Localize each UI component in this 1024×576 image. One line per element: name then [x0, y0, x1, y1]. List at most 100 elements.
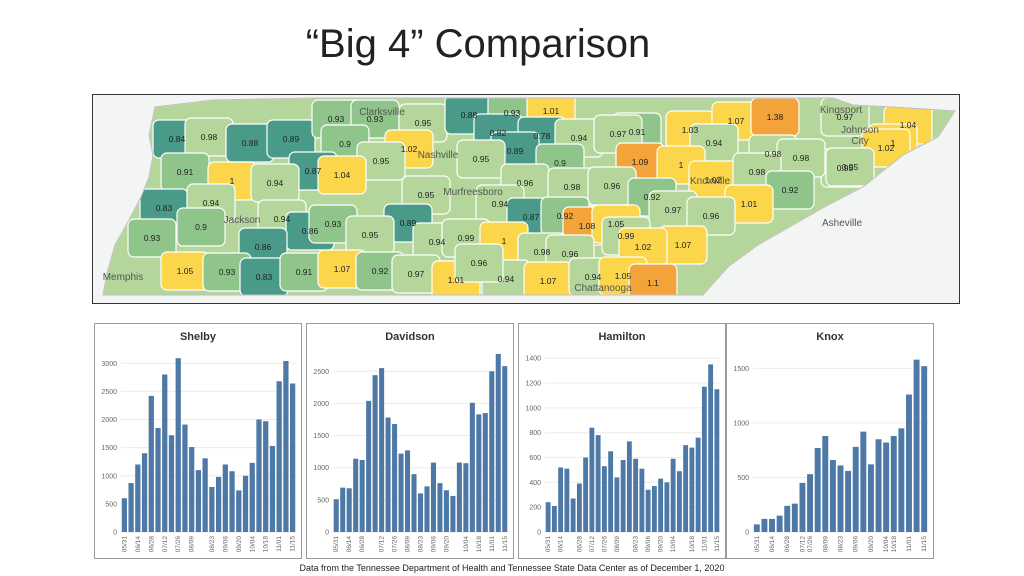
x-tick-label: 10/04: [249, 536, 256, 553]
bar: [372, 375, 378, 532]
x-tick-label: 09/20: [868, 536, 875, 553]
bar: [608, 451, 614, 532]
map-county-value: 1.01: [448, 275, 465, 285]
map-county-value: 0.91: [296, 267, 313, 277]
x-tick-label: 11/15: [921, 536, 928, 552]
bar: [276, 381, 282, 532]
y-tick-label: 2000: [313, 401, 329, 408]
map-county-value: 0.95: [837, 163, 854, 173]
map-county-value: 0.98: [564, 182, 581, 192]
map-county-value: 0.94: [429, 237, 446, 247]
map-county-value: 0.93: [367, 114, 384, 124]
bar: [564, 468, 570, 532]
x-tick-label: 10/18: [476, 536, 483, 553]
y-tick-label: 3000: [101, 361, 117, 368]
map-county-value: 0.95: [415, 118, 432, 128]
x-tick-label: 10/04: [883, 536, 890, 553]
bar-chart-shelby: Shelby 0 500 1000 1500 2000 2500 3000 05/31 06/14…: [101, 331, 296, 553]
bar-chart-davidson: Davidson 0 500 1000 1500 2000 2500 05/31 06/14 06…: [313, 331, 508, 553]
x-tick-label: 08/23: [418, 536, 425, 553]
map-county-value: 0.93: [325, 219, 342, 229]
y-tick-label: 500: [105, 501, 117, 508]
map-county-value: 1.05: [177, 266, 194, 276]
x-tick-label: 09/06: [222, 536, 229, 553]
map-county-value: 0.94: [571, 133, 588, 143]
bar: [482, 413, 488, 532]
bar: [645, 489, 651, 532]
bar: [551, 505, 557, 532]
bar: [189, 447, 195, 532]
bar: [701, 386, 707, 532]
x-tick-label: 11/01: [276, 536, 283, 552]
map-county-value: 0.93: [144, 233, 161, 243]
map-county-value: 0.95: [842, 162, 859, 172]
x-tick-label: 10/18: [689, 536, 696, 553]
bar: [614, 477, 620, 532]
bar: [437, 483, 443, 532]
bar: [595, 435, 601, 532]
x-tick-label: 07/26: [175, 536, 182, 553]
bar: [883, 442, 890, 532]
bar: [450, 496, 456, 532]
x-tick-label: 07/26: [392, 536, 399, 553]
map-county-value: 0.95: [362, 230, 379, 240]
map-city-label: Memphis: [103, 272, 144, 283]
x-tick-label: 07/26: [807, 536, 814, 553]
map-county-value: 1: [891, 138, 896, 148]
map-canvas: 0.84 0.98 0.88 0.89 0.93 0.93 0.95 0.88 0.93 1.01…: [102, 97, 956, 296]
bar: [424, 486, 430, 532]
map-county-value: 0.83: [156, 203, 173, 213]
map-county-value: 0.93: [219, 267, 236, 277]
map-county-value: 0.97: [665, 205, 682, 215]
x-tick-label: 07/12: [162, 536, 169, 553]
map-county-value: 0.91: [177, 167, 194, 177]
bar: [443, 490, 449, 532]
map-county-value: 0.93: [328, 114, 345, 124]
map-county-value: 0.94: [585, 272, 602, 282]
map-city-label: Chattanooga: [574, 283, 632, 294]
bar: [620, 460, 626, 532]
bar: [249, 462, 255, 532]
y-tick-label: 0: [537, 530, 541, 537]
map-county-value: 0.78: [534, 131, 551, 141]
bar: [222, 464, 228, 532]
bar: [236, 490, 242, 532]
map-county-value: 0.94: [274, 214, 291, 224]
x-tick-label: 11/15: [714, 536, 721, 552]
chart-title: Knox: [816, 331, 844, 343]
x-tick-label: 09/20: [658, 536, 665, 553]
bar: [456, 462, 462, 532]
bar: [417, 493, 424, 532]
map-county-value: 0.88: [242, 138, 259, 148]
y-tick-label: 0: [113, 530, 117, 537]
bar: [867, 464, 874, 532]
bar: [168, 435, 175, 532]
bar: [695, 437, 701, 532]
map-county-value: 0.9: [554, 158, 566, 168]
map-county-value: 0.92: [782, 185, 799, 195]
x-tick-label: 11/01: [906, 536, 913, 552]
x-tick-label: 06/14: [558, 536, 565, 553]
y-tick-label: 1500: [101, 445, 117, 452]
bar: [476, 414, 482, 532]
x-tick-label: 05/31: [121, 536, 128, 553]
map-county-value: 0.89: [283, 134, 300, 144]
bar: [263, 421, 269, 532]
x-tick-label: 09/20: [236, 536, 243, 553]
map-county: [456, 139, 506, 179]
map-county-value: 1.05: [608, 219, 625, 229]
x-tick-label: 06/14: [135, 536, 142, 553]
y-tick-label: 1000: [733, 420, 749, 427]
map-county-value: 1.07: [675, 240, 692, 250]
bar: [626, 441, 632, 532]
map-county: [820, 98, 870, 137]
bar: [463, 463, 469, 532]
map-county-value: 0.99: [458, 233, 475, 243]
map-city-label: Jackson: [224, 215, 261, 226]
x-tick-label: 06/28: [576, 536, 583, 553]
map-city-label: Asheville: [822, 218, 862, 229]
x-tick-label: 11/01: [489, 536, 496, 552]
bar: [333, 499, 339, 532]
bar: [502, 366, 508, 532]
x-tick-label: 10/04: [670, 536, 677, 553]
